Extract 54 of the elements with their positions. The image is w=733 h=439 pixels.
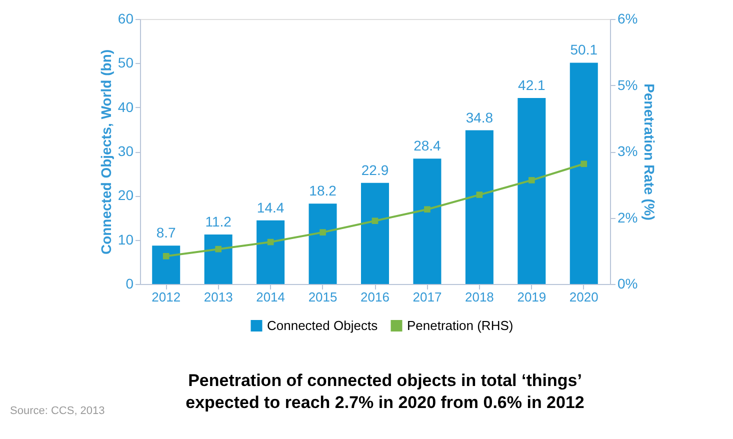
- point: [580, 160, 588, 168]
- data-label: 11.2: [205, 214, 232, 230]
- y2-axis-title: Penetration Rate (%): [642, 84, 658, 220]
- data-label: 14.4: [256, 199, 284, 216]
- point: [215, 246, 222, 252]
- point: [267, 238, 274, 246]
- y2-tick-label: 6%: [618, 10, 638, 26]
- data-label: 8.7: [156, 224, 176, 241]
- bar: [308, 204, 337, 284]
- x-tick-label: 2018: [464, 290, 494, 304]
- y2-tick-label: 2%: [618, 209, 638, 226]
- text: Penetration of connected objects in total ‘things’ expected to reach 2.7% in 2020 from 0.6% in 2012: [186, 371, 584, 412]
- x-tick-label: 2012: [152, 290, 181, 304]
- bar: [152, 246, 180, 284]
- bar: [570, 62, 598, 284]
- legend-label: Penetration (RHS): [407, 318, 514, 333]
- y-tick-label: 60: [118, 10, 134, 26]
- point: [424, 206, 430, 213]
- point: [320, 229, 326, 236]
- x-tick-label: 2013: [204, 290, 233, 304]
- x-tick-label: 2014: [256, 290, 286, 304]
- point: [162, 253, 170, 260]
- x-tick-label: 2019: [517, 290, 546, 304]
- y-tick-label: 10: [118, 231, 134, 248]
- x-tick-label: 2017: [412, 290, 442, 304]
- y-tick-label: 30: [118, 143, 134, 159]
- legend-label: Connected Objects: [267, 318, 378, 333]
- x-tick-label: 2016: [360, 290, 390, 304]
- y2-tick-label: 3%: [618, 143, 638, 159]
- x-tick-label: 2020: [569, 290, 598, 304]
- point: [528, 177, 535, 184]
- y-tick-label: 40: [118, 98, 134, 115]
- y-tick-label: 20: [118, 187, 134, 204]
- source-note: Source: CCS, 2013: [10, 405, 105, 417]
- y2-tick-label: 5%: [618, 76, 638, 93]
- data-label: 50.1: [570, 42, 598, 58]
- data-label: 18.2: [309, 182, 337, 199]
- data-label: 22.9: [361, 162, 389, 178]
- bar: [465, 130, 494, 284]
- bar: [361, 182, 389, 284]
- y2-tick-label: 0%: [618, 276, 638, 292]
- data-label: 42.1: [518, 77, 546, 94]
- y-axis-title: Connected Objects, World (bn): [98, 49, 114, 255]
- bar: [518, 98, 546, 284]
- x-tick-label: 2015: [308, 290, 338, 304]
- bar: [204, 234, 232, 284]
- point: [476, 192, 483, 198]
- point: [372, 218, 378, 224]
- y-tick-label: 50: [118, 54, 134, 71]
- bar: [413, 158, 442, 284]
- data-label: 34.8: [466, 109, 494, 126]
- bar: [256, 220, 285, 284]
- y-tick-label: 0: [126, 276, 134, 292]
- data-label: 28.4: [414, 138, 442, 154]
